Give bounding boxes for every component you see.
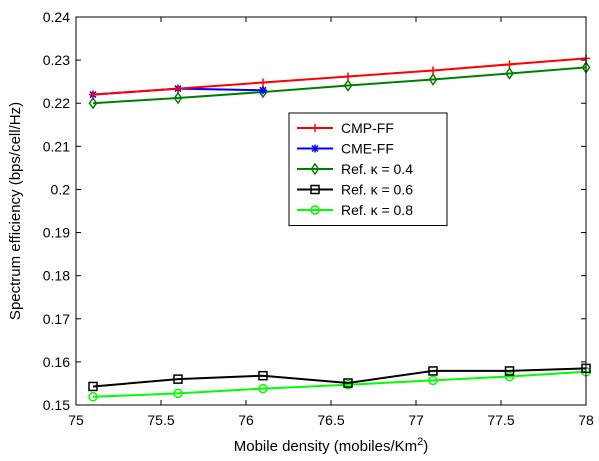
data-point [258,370,268,381]
data-point [504,366,515,376]
data-point [89,90,97,99]
legend: CMP-FF CME-FF Ref. κ = 0.4 Ref. κ = 0.6 Ref.… [288,112,448,226]
data-point [88,392,98,402]
y-tick-label: 0.23 [43,52,70,68]
series-3 [88,363,591,392]
series-layer [88,54,591,402]
data-point [174,84,182,93]
y-tick-label: 0.22 [43,95,70,111]
data-point [88,381,98,392]
y-tick-label: 0.17 [43,311,70,327]
data-point [173,374,183,384]
data-point [428,366,438,376]
series-0 [89,54,590,99]
data-point [504,371,515,382]
data-point [343,79,353,92]
plot-frame [75,16,587,406]
y-tick-label: 0.21 [43,138,70,154]
x-axis-label-sup: 2 [417,436,423,448]
x-axis-label-close: ) [423,438,428,455]
data-point [505,60,514,69]
data-point [429,66,437,75]
legend-entry: CME-FF [297,141,394,157]
x-tick-label: 77 [408,412,424,428]
x-tick-label: 78 [578,412,594,428]
x-axis-label-text: Mobile density (mobiles/Km [234,438,417,455]
legend-label: Ref. κ = 0.4 [341,161,413,177]
data-point [311,124,319,132]
y-tick-label: 0.15 [43,397,70,413]
legend-entry: Ref. κ = 0.8 [297,202,413,218]
x-axis-label: Mobile density (mobiles/Km2) [234,436,429,455]
axis-ticks: 75 75.5 76 76.5 77 77.5 78 0.15 0.16 0.17 0.18 0.19… [43,9,594,428]
series-line [92,367,587,388]
x-tick-label: 76 [238,412,254,428]
legend-label: Ref. κ = 0.6 [341,182,413,198]
x-tick-label: 77.5 [487,412,514,428]
data-point [310,205,320,215]
y-tick-label: 0.2 [51,181,71,197]
data-point [259,86,267,95]
y-tick-label: 0.19 [43,225,70,241]
data-point [428,375,438,386]
data-point [173,388,183,399]
axes-box [75,16,587,406]
x-tick-label: 75.5 [147,412,174,428]
legend-label: CME-FF [341,141,394,157]
series-line [92,66,587,105]
data-point [311,144,319,153]
legend-entry: Ref. κ = 0.4 [297,161,413,177]
data-point [259,78,267,87]
y-tick-label: 0.24 [43,9,70,25]
data-point [258,383,268,394]
data-point [88,96,98,110]
series-line [92,370,587,398]
data-point [310,162,320,176]
x-tick-label: 75 [68,412,84,428]
data-point [173,91,183,105]
legend-entry: CMP-FF [297,120,394,136]
legend-label: CMP-FF [341,120,394,136]
data-point [310,184,320,195]
data-point [344,72,352,81]
data-point [505,67,514,80]
x-tick-label: 76.5 [317,412,344,428]
y-tick-label: 0.18 [43,268,70,284]
data-point [343,378,353,388]
legend-label: Ref. κ = 0.8 [341,202,413,218]
legend-entry: Ref. κ = 0.6 [297,182,413,198]
y-tick-label: 0.16 [43,354,70,370]
data-point [428,73,438,86]
y-axis-label: Spectrum efficiency (bps/cell/Hz) [7,102,24,320]
